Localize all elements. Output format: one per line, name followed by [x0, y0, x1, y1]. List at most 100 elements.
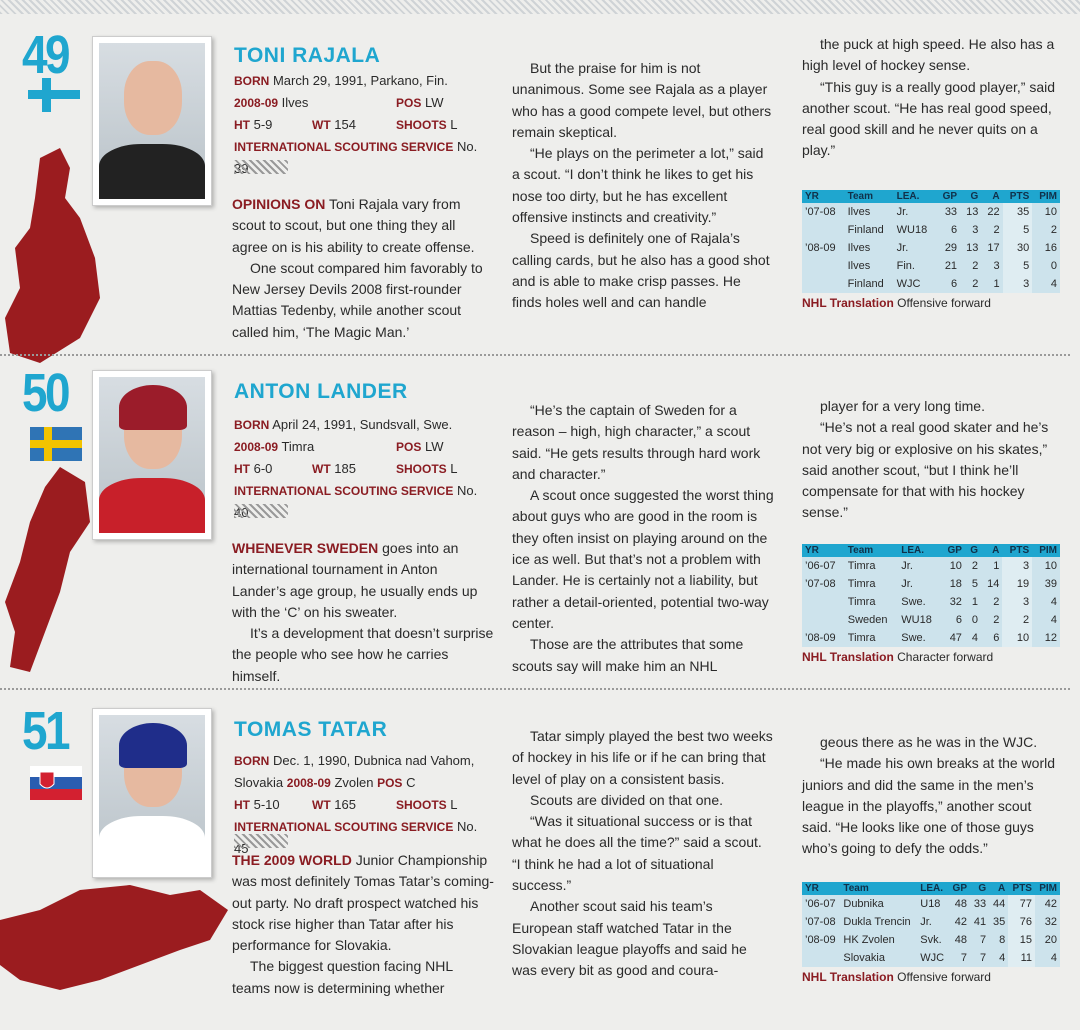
article-column-2: But the praise for him is not unanimous.…: [512, 58, 774, 314]
article-paragraph: “He’s not a real good skater and he’s no…: [802, 419, 1049, 521]
slovakia-flag-icon: [30, 766, 82, 800]
decorative-hatch: [234, 504, 288, 518]
stat-row: ’07-08 Ilves Jr. 33 13 22 35 10: [802, 203, 1060, 221]
stat-row: ’08-09 Ilves Jr. 29 13 17 30 16: [802, 239, 1060, 257]
pos-value: LW: [424, 95, 444, 110]
article-column-3: geous there as he was in the WJC. “He mad…: [802, 732, 1064, 860]
stat-header: LEA.: [898, 544, 942, 557]
section-divider: [0, 354, 1070, 356]
pos-label: POS: [396, 96, 422, 110]
player-name: TONI RAJALA: [234, 44, 381, 67]
paragraph-text: Junior Championship was most definitely …: [232, 852, 494, 954]
stat-row: ’06-07 Timra Jr. 10 2 1 3 10: [802, 557, 1060, 575]
stat-header: G: [970, 882, 990, 895]
player-bio: BORN March 29, 1991, Parkano, Fin. 2008-…: [234, 70, 494, 179]
stat-row: Ilves Fin. 21 2 3 5 0: [802, 257, 1060, 275]
article-paragraph: The biggest question facing NHL teams no…: [232, 958, 453, 996]
born-label: BORN: [234, 418, 270, 432]
article-paragraph: A scout once suggested the worst thing a…: [512, 487, 774, 631]
shoots-label: SHOOTS: [396, 798, 447, 812]
wt-value: 185: [334, 461, 356, 476]
born-value: April 24, 1991, Sundsvall, Swe.: [272, 417, 453, 432]
shoots-label: SHOOTS: [396, 118, 447, 132]
stat-row: ’08-09 Timra Swe. 47 4 6 10 12: [802, 629, 1060, 647]
stat-header: Team: [844, 544, 899, 557]
stat-header: GP: [948, 882, 970, 895]
stats-table: YR Team LEA. GP G A PTS PIM ’06-07 Dubnika U18 48 33…: [802, 882, 1060, 984]
stats-table: YR Team LEA. GP G A PTS PIM ’07-08 Ilves Jr. 33 13 22…: [802, 190, 1060, 310]
pos-label: POS: [377, 776, 403, 790]
stat-header: G: [960, 190, 982, 203]
stat-header: PIM: [1034, 882, 1060, 895]
shoots-value: L: [450, 117, 458, 132]
iss-label: INTERNATIONAL SCOUTING SERVICE: [234, 140, 454, 154]
stat-row: Timra Swe. 32 1 2 3 4: [802, 593, 1060, 611]
stat-header: Team: [844, 190, 894, 203]
paragraph-text: Toni Rajala vary from scout to scout, bu…: [232, 196, 475, 255]
iss-label: INTERNATIONAL SCOUTING SERVICE: [234, 820, 454, 834]
article-paragraph: “Was it situational success or is that w…: [512, 813, 762, 894]
pos-value: C: [406, 775, 416, 790]
article-paragraph: “He plays on the perimeter a lot,” said …: [512, 145, 764, 226]
stat-header: PTS: [1008, 882, 1035, 895]
translation-value: Offensive forward: [897, 970, 991, 984]
article-paragraph: Tatar simply played the best two weeks o…: [512, 728, 773, 787]
section-divider: [0, 688, 1070, 690]
country-map-icon: [5, 467, 90, 672]
wt-value: 165: [334, 797, 356, 812]
article-paragraph: geous there as he was in the WJC.: [820, 734, 1038, 750]
wt-label: WT: [312, 462, 331, 476]
stat-header: YR: [802, 882, 841, 895]
stat-header: G: [964, 544, 982, 557]
paragraph-text: goes into an international tournament in…: [232, 540, 478, 620]
prospect-section: 51 TOMAS TATAR BORN Dec. 1, 1990, Dubnic…: [0, 700, 1080, 1030]
article-column-1: WHENEVER SWEDEN goes into an internation…: [232, 538, 494, 687]
article-paragraph: Scouts are divided on that one.: [530, 791, 724, 808]
stat-header: PTS: [1002, 190, 1033, 203]
stat-header: PTS: [1002, 544, 1033, 557]
nhl-translation: NHL Translation Offensive forward: [802, 296, 1060, 310]
lead-in: OPINIONS ON: [232, 196, 326, 212]
team-value: Timra: [281, 439, 315, 454]
player-photo: [92, 708, 212, 878]
nhl-translation: NHL Translation Offensive forward: [802, 970, 1060, 984]
shoots-value: L: [450, 461, 458, 476]
player-bio: BORN Dec. 1, 1990, Dubnica nad Vahom, Sl…: [234, 750, 494, 859]
pos-value: LW: [424, 439, 444, 454]
article-paragraph: the puck at high speed. He also has a hi…: [802, 36, 1055, 74]
season-label: 2008-09: [286, 776, 331, 790]
stat-header: GP: [936, 190, 961, 203]
stat-row: Finland WJC 6 2 1 3 4: [802, 275, 1060, 293]
player-photo: [92, 36, 212, 206]
prospect-section: 50 ANTON LANDER BORN April 24, 1991, Sun…: [0, 362, 1080, 692]
lead-in: THE 2009 WORLD: [232, 852, 352, 868]
ht-value: 6-0: [253, 461, 273, 476]
team-value: Zvolen: [334, 775, 374, 790]
ht-value: 5-10: [253, 797, 280, 812]
team-value: Ilves: [281, 95, 309, 110]
stat-row: ’08-09 HK Zvolen Svk. 48 7 8 15 20: [802, 931, 1060, 949]
article-paragraph: player for a very long time.: [820, 398, 985, 414]
season-label: 2008-09: [234, 440, 279, 454]
translation-label: NHL Translation: [802, 296, 894, 310]
shoots-label: SHOOTS: [396, 462, 447, 476]
article-paragraph: But the praise for him is not unanimous.…: [512, 60, 772, 140]
article-paragraph: “This guy is a really good player,” said…: [802, 78, 1055, 159]
article-paragraph: Those are the attributes that some scout…: [512, 636, 744, 674]
decorative-hatch: [234, 160, 288, 174]
article-paragraph: OPINIONS ON Toni Rajala vary from scout …: [232, 194, 494, 258]
sweden-flag-icon: [30, 427, 82, 461]
country-map-icon: [0, 885, 228, 990]
translation-value: Character forward: [897, 650, 994, 664]
ht-value: 5-9: [253, 117, 273, 132]
stat-row: Finland WU18 6 3 2 5 2: [802, 221, 1060, 239]
stat-row: ’07-08 Timra Jr. 18 5 14 19 39: [802, 575, 1060, 593]
article-column-1: THE 2009 WORLD Junior Championship was m…: [232, 850, 494, 999]
finland-flag-icon: [28, 78, 80, 112]
stat-header: PIM: [1032, 190, 1060, 203]
shoots-value: L: [450, 797, 458, 812]
article-column-1: OPINIONS ON Toni Rajala vary from scout …: [232, 194, 494, 343]
wt-label: WT: [312, 798, 331, 812]
rank-number: 51: [22, 701, 71, 761]
born-value: Dec. 1, 1990, Dubnica nad Vahom, Slovaki…: [234, 753, 475, 790]
